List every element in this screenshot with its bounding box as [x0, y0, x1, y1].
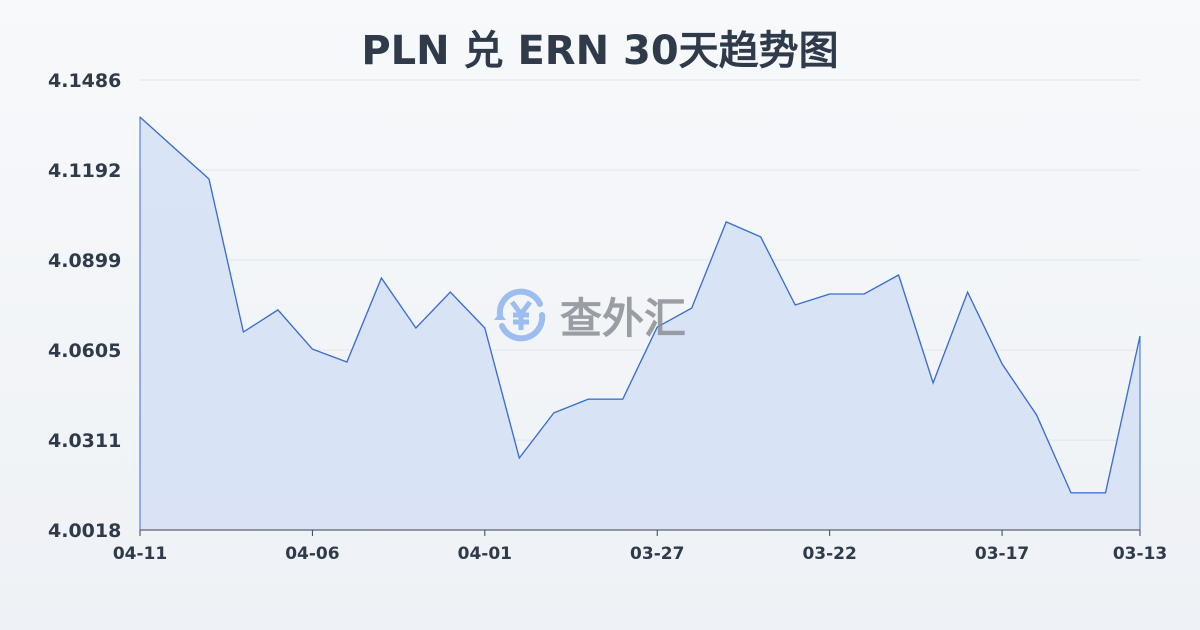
watermark-text: 查外汇: [560, 293, 687, 343]
y-tick-label: 4.0311: [48, 430, 121, 452]
chart-title: PLN 兑 ERN 30天趋势图: [361, 28, 839, 74]
x-tick-label: 03-17: [975, 544, 1029, 564]
x-tick-label: 03-22: [802, 544, 856, 564]
x-tick-label: 03-27: [630, 544, 684, 564]
watermark: 查外汇: [490, 284, 686, 346]
x-tick-label: 04-11: [113, 544, 167, 564]
series-line: [139, 116, 1141, 494]
x-tick-label: 04-01: [458, 544, 512, 564]
y-tick-label: 4.1486: [48, 70, 121, 92]
y-tick-label: 4.0605: [48, 340, 121, 362]
y-tick-label: 4.1192: [48, 160, 121, 182]
y-tick-label: 4.0018: [48, 520, 121, 542]
y-tick-label: 4.0899: [48, 250, 121, 272]
x-tick-label: 04-06: [285, 544, 339, 564]
data-points: [139, 116, 1141, 494]
yen-exchange-icon: [494, 288, 546, 342]
x-tick-label: 03-13: [1113, 544, 1167, 564]
